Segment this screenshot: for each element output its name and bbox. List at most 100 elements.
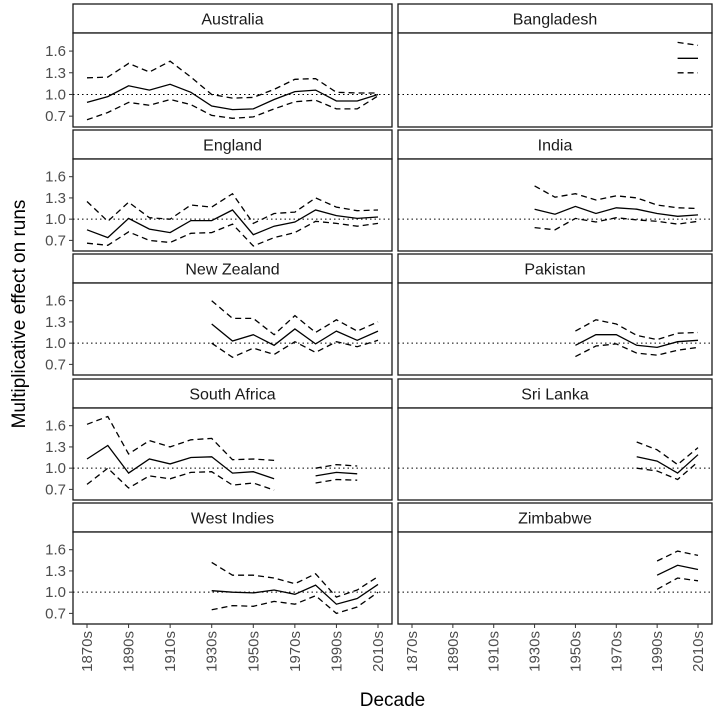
y-tick-label: 1.3 — [45, 190, 66, 207]
y-tick-label: 1.0 — [45, 86, 66, 103]
panel-plot-area — [397, 158, 713, 252]
y-axis-ticks: 0.7 1.0 1.3 1.6 0.7 1.0 1.3 1.6 0.7 1.0 1.3 1.6 0.7 1… — [45, 43, 73, 622]
panel-plot-area — [72, 32, 393, 128]
upper-bound-line — [211, 300, 379, 336]
x-tick-label: 1950s — [567, 631, 584, 672]
estimate-line — [656, 564, 699, 576]
panel-strip — [397, 253, 713, 284]
estimate-line — [636, 454, 699, 474]
upper-bound-line — [86, 192, 379, 225]
x-tick-label: 1890s — [445, 631, 462, 672]
panel-title: Zimbabwe — [518, 511, 592, 528]
estimate-line — [86, 83, 379, 111]
estimate-line — [211, 583, 379, 605]
panel-strip — [397, 129, 713, 160]
x-tick-label: 1930s — [527, 631, 544, 672]
upper-bound-line — [534, 185, 699, 210]
y-tick-label: 1.3 — [45, 65, 66, 82]
upper-bound-line — [575, 319, 699, 341]
lower-bound-line — [211, 591, 379, 615]
panel-plot-area — [72, 407, 393, 501]
lower-bound-line — [86, 95, 379, 121]
x-tick-label: 1990s — [328, 631, 345, 672]
y-tick-label: 0.7 — [45, 108, 66, 125]
y-tick-label: 1.3 — [45, 439, 66, 456]
panel-title: Australia — [201, 12, 263, 29]
x-tick-label: 1990s — [649, 631, 666, 672]
x-tick-label: 1910s — [162, 631, 179, 672]
panel-plot-area — [397, 407, 713, 501]
panel-title: New Zealand — [185, 262, 279, 279]
x-tick-label: 1870s — [79, 631, 96, 672]
estimate-line — [575, 334, 699, 349]
x-tick-label: 1910s — [486, 631, 503, 672]
y-tick-label: 0.7 — [45, 605, 66, 622]
upper-bound-line — [86, 415, 275, 462]
y-tick-label: 1.6 — [45, 542, 66, 559]
y-tick-label: 1.6 — [45, 169, 66, 186]
y-tick-label: 1.3 — [45, 314, 66, 331]
upper-bound-line — [677, 41, 699, 46]
x-tick-label: 1890s — [121, 631, 138, 672]
panel: South Africa — [72, 378, 393, 501]
upper-bound-line — [315, 463, 358, 469]
x-tick-label: 1950s — [245, 631, 262, 672]
panel: England — [72, 129, 393, 252]
y-tick-label: 0.7 — [45, 232, 66, 249]
panel-plot-area — [72, 158, 393, 252]
lower-bound-line — [86, 220, 379, 247]
panel-strip — [72, 129, 393, 160]
panel-title: Bangladesh — [513, 12, 598, 29]
panel: Pakistan — [397, 253, 713, 376]
y-tick-label: 1.3 — [45, 563, 66, 580]
panel-title: South Africa — [189, 387, 275, 404]
y-tick-label: 0.7 — [45, 481, 66, 498]
panel-title: Pakistan — [524, 262, 585, 279]
upper-bound-line — [211, 561, 379, 598]
upper-bound-line — [86, 60, 378, 99]
x-tick-label: 2010s — [370, 631, 387, 672]
lower-bound-line — [656, 577, 699, 590]
lower-bound-line — [211, 339, 379, 359]
y-axis-title: Multiplicative effect on runs — [9, 200, 30, 429]
x-axis-ticks: 1870s 1890s 1910s 1930s 1950s 1970s 1990s 2010s… — [79, 624, 707, 672]
x-tick-label: 1970s — [287, 631, 304, 672]
lower-bound-line — [534, 217, 699, 231]
y-tick-label: 1.0 — [45, 335, 66, 352]
panels: Australia Bangladesh England India New Zeala… — [72, 3, 713, 625]
panel-plot-area — [72, 531, 393, 625]
lower-bound-line — [636, 461, 699, 481]
x-tick-label: 2010s — [690, 631, 707, 672]
panel-strip — [397, 378, 713, 409]
y-tick-label: 1.0 — [45, 211, 66, 228]
x-tick-label: 1970s — [608, 631, 625, 672]
panel: Australia — [72, 3, 393, 128]
upper-bound-line — [656, 550, 699, 562]
panel-strip — [72, 253, 393, 284]
y-tick-label: 1.6 — [45, 43, 66, 60]
panel-plot-area — [397, 282, 713, 376]
panel-plot-area — [397, 32, 713, 128]
upper-bound-line — [636, 441, 699, 466]
panel-strip — [72, 502, 393, 533]
x-tick-label: 1870s — [404, 631, 421, 672]
y-tick-label: 1.6 — [45, 293, 66, 310]
estimate-line — [211, 323, 379, 347]
panel-strip — [72, 3, 393, 34]
y-tick-label: 1.0 — [45, 460, 66, 477]
panel-title: West Indies — [191, 511, 274, 528]
panel: Sri Lanka — [397, 378, 713, 501]
x-axis-title: Decade — [360, 690, 426, 711]
x-tick-label: 1930s — [204, 631, 221, 672]
panel-title: England — [203, 138, 262, 155]
estimate-line — [315, 471, 358, 477]
panel: India — [397, 129, 713, 252]
y-tick-label: 1.0 — [45, 584, 66, 601]
estimate-line — [86, 444, 275, 480]
panel: New Zealand — [72, 253, 393, 376]
panel: Bangladesh — [397, 3, 713, 128]
panel-strip — [397, 3, 713, 34]
estimate-line — [86, 209, 379, 239]
y-tick-label: 1.6 — [45, 418, 66, 435]
